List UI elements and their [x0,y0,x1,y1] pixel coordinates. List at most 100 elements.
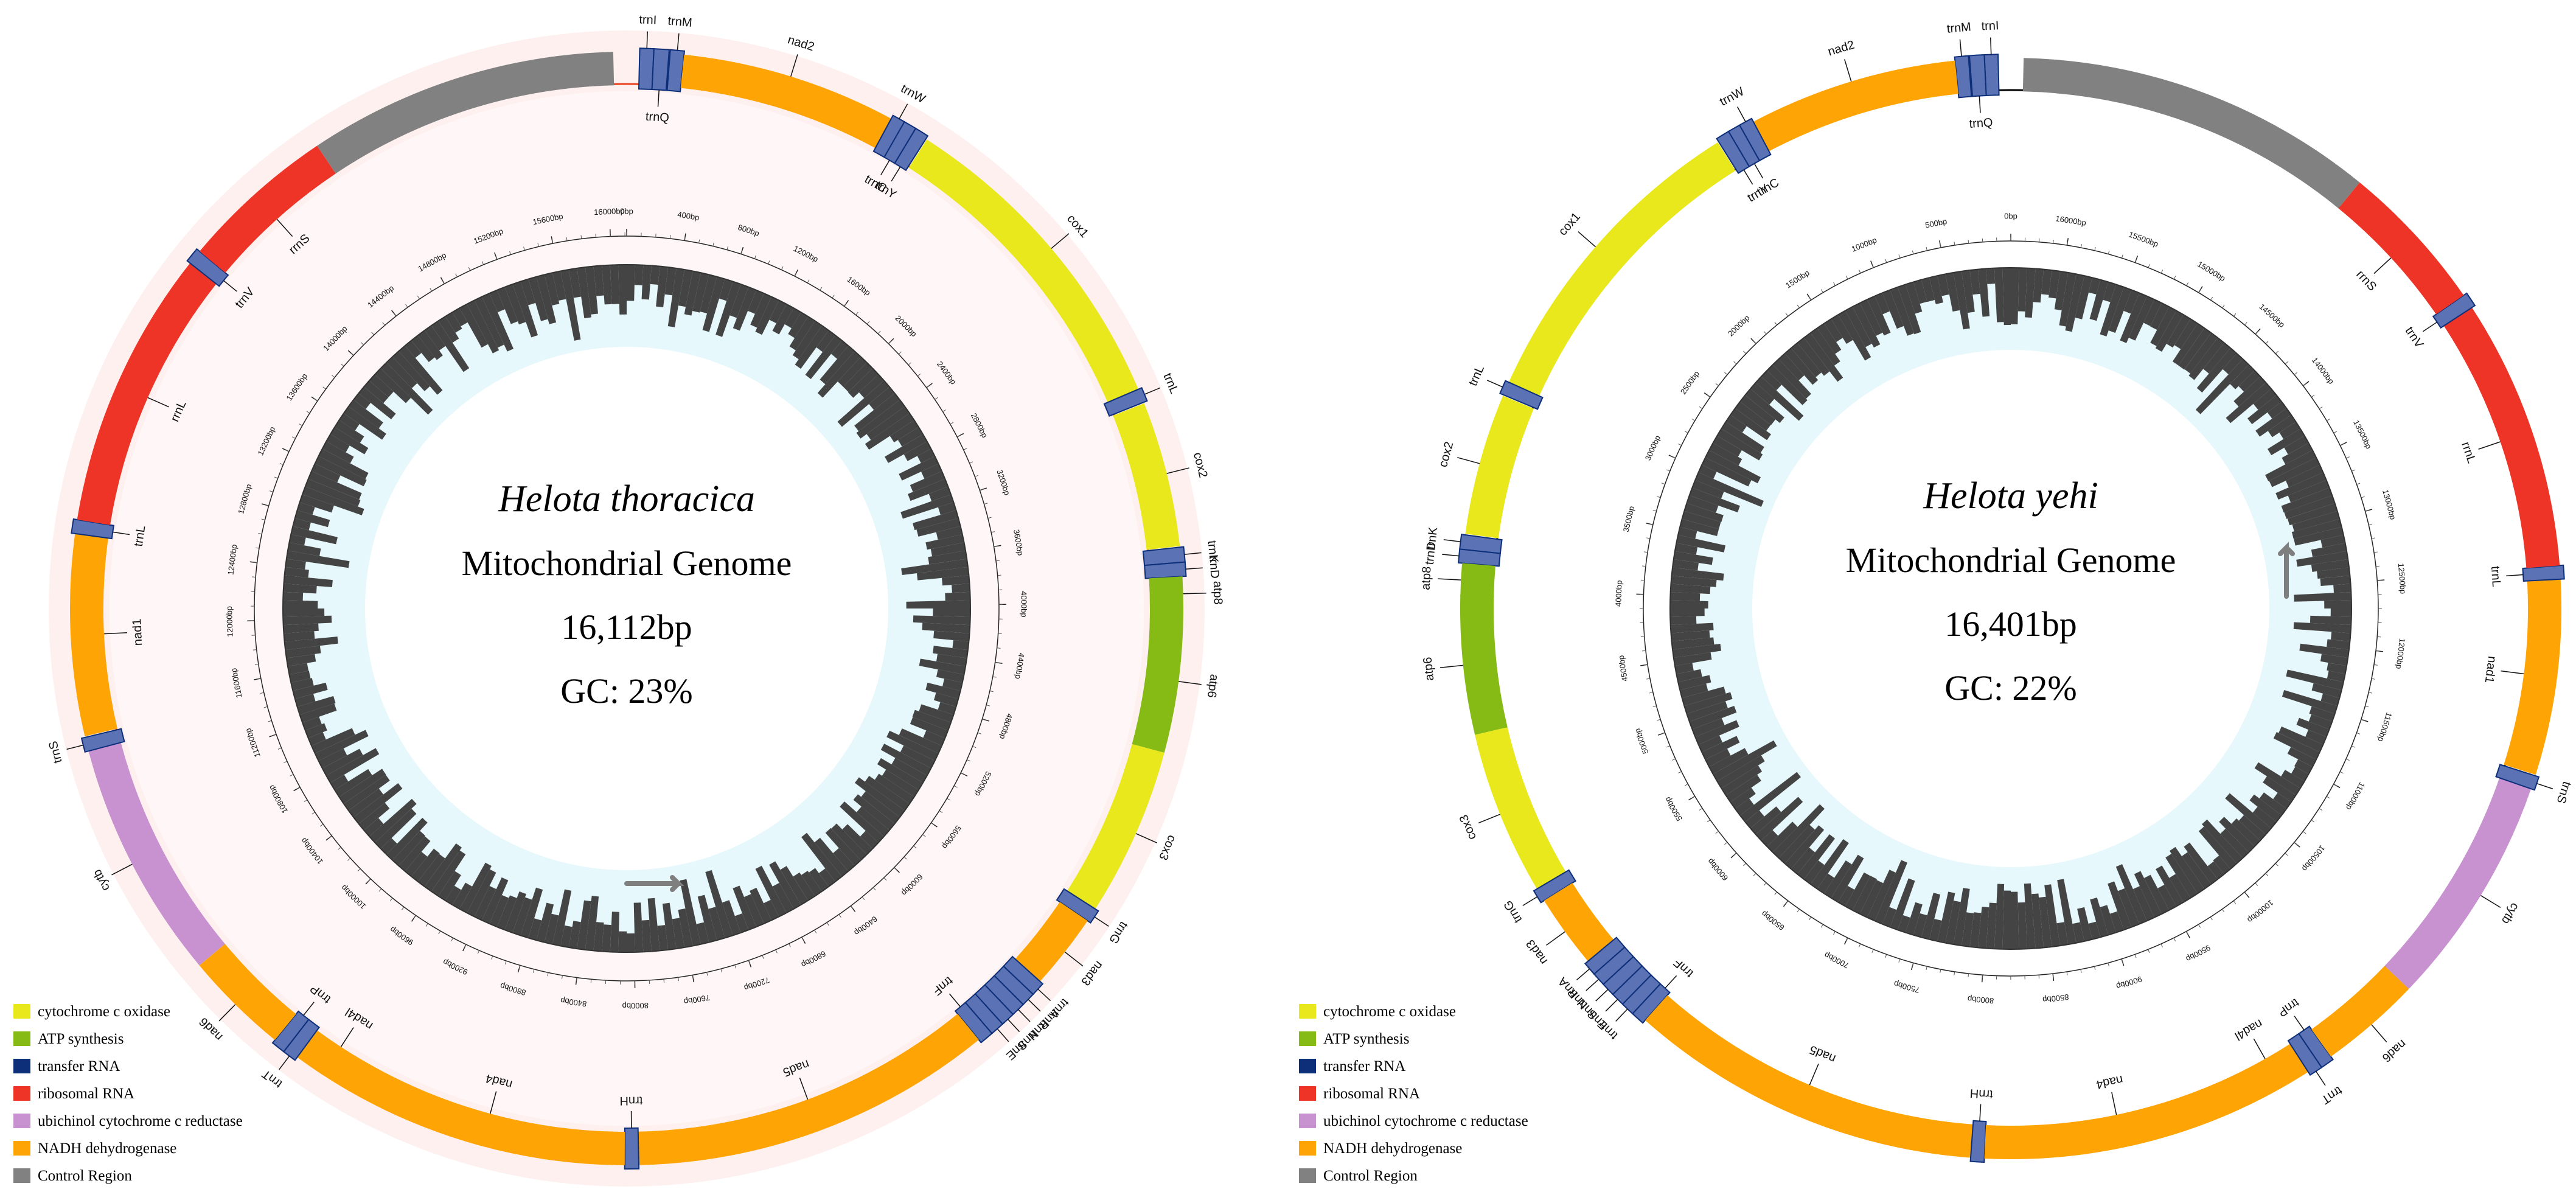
minor-tick [2275,863,2278,867]
minor-tick [389,898,393,901]
minor-tick [826,922,829,926]
gc-bar [2128,296,2154,341]
gc-bar [2155,310,2184,352]
gc-bar [936,526,963,540]
gc-bar [2281,487,2333,513]
gc-bar [1831,854,1864,902]
gc-bar [2291,518,2342,539]
gc-bar [2284,495,2335,519]
minor-tick [495,256,498,260]
gc-bar [618,265,627,315]
legend-label-cox: cytochrome c oxidase [38,1003,170,1020]
gc-bar [877,758,924,790]
minor-tick [2373,551,2378,553]
gc-bar [1680,518,1719,536]
minor-tick [2121,958,2123,963]
gc-bar [2268,428,2305,456]
minor-tick [2121,254,2123,259]
minor-tick [285,449,290,452]
gene-leader-line [1843,59,1852,82]
gc-bar [2049,270,2060,299]
minor-tick [265,504,269,506]
gene-label: cox1 [1556,210,1583,238]
legend-label-cox: cytochrome c oxidase [1323,1003,1456,1020]
gc-bar [2294,526,2344,546]
legend-swatch-trna [1299,1059,1316,1073]
minor-tick [748,960,750,964]
gene-label: atp8 [1419,566,1434,590]
species-name: Helota thoracica [498,478,755,520]
gc-bar [769,300,787,324]
minor-tick [566,237,568,241]
gene-control [317,52,614,174]
gc-bar [474,885,496,921]
gc-bar [2011,891,2019,949]
gc-bar [2317,567,2350,579]
gc-bar [417,330,443,360]
gc-bar [748,290,764,314]
minor-tick [1809,296,1812,301]
gc-bar [1945,272,1960,312]
tick-label: 5500bp [1663,795,1684,823]
gc-bar [520,279,536,305]
minor-tick [1845,276,1848,279]
gc-bar [1678,675,1711,691]
gc-bar [2311,543,2347,557]
gc-bar [283,608,325,617]
gc-bar [942,678,963,691]
gc-bar [293,682,328,699]
gene-label: rrnS [2353,268,2379,294]
gc-bar [1750,806,1781,835]
minor-tick [1684,431,1688,433]
gc-bar [1929,276,1943,305]
gc-bar [664,267,677,296]
gene-atp8 [1149,576,1183,612]
legend-swatch-nadh [1299,1141,1316,1156]
minor-tick [296,787,301,790]
minor-tick [2134,954,2137,958]
minor-tick [794,273,797,277]
gc-bar [755,865,787,917]
gc-bar [2195,358,2249,414]
minor-tick [844,303,847,307]
gc-bar [459,304,489,348]
gc-bar [467,300,500,354]
gc-bar [784,308,801,329]
minor-tick [1785,313,1789,316]
gc-bar [910,471,945,492]
gc-bar [795,326,829,369]
gc-bar [1791,343,1822,377]
minor-tick [862,896,865,900]
gene-leader-line [1135,833,1157,843]
gc-bar [405,340,422,358]
gc-bar [2259,792,2287,816]
gc-bar [602,924,611,952]
gc-bar [2285,465,2324,487]
minor-tick [1926,246,1927,251]
gene-label: trnP [2275,996,2302,1019]
gc-bar [2293,622,2351,633]
gc-bar [431,850,466,896]
gc-bar [2115,864,2147,924]
gc-bar [585,266,599,315]
gc-bar [833,848,855,871]
gc-bar [860,831,879,849]
gc-bar [284,567,309,578]
gc-bar [326,434,350,453]
gc-bar [880,744,931,776]
gc-bar [1730,408,1772,441]
gene-label: cytb [2499,901,2522,927]
minor-tick [477,950,480,954]
gc-bar [680,879,701,946]
gc-bar [353,393,371,410]
minor-tick [322,386,326,389]
minor-tick [969,461,973,464]
gc-bar [1689,487,1740,513]
minor-tick [1649,523,1654,525]
minor-tick [405,304,408,308]
minor-tick [917,373,921,377]
minor-tick [894,867,897,871]
gc-bar [856,806,889,837]
gene-label: nad4l [2232,1016,2264,1042]
gene-label: trnT [2319,1084,2344,1107]
